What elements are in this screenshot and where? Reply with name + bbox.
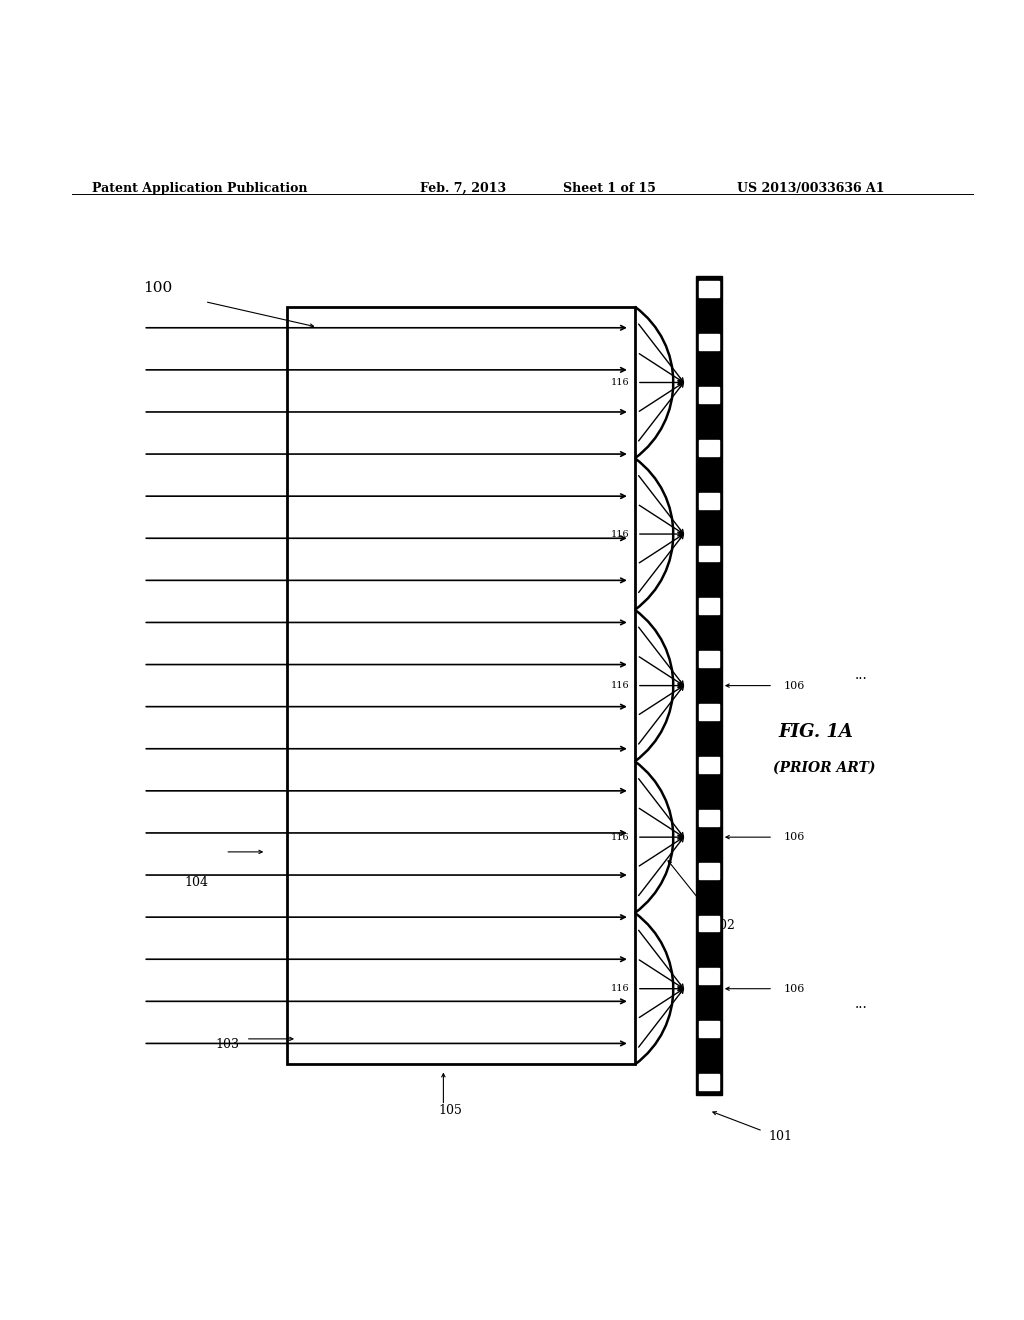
Bar xyxy=(699,281,719,297)
Text: 106: 106 xyxy=(783,681,805,690)
Text: 106: 106 xyxy=(783,832,805,842)
Text: 116: 116 xyxy=(611,833,630,842)
Text: US 2013/0033636 A1: US 2013/0033636 A1 xyxy=(737,182,885,195)
Bar xyxy=(699,809,719,825)
Text: Patent Application Publication: Patent Application Publication xyxy=(92,182,307,195)
Text: 102: 102 xyxy=(712,919,735,932)
Bar xyxy=(699,545,719,561)
Text: 104: 104 xyxy=(184,876,208,890)
Text: ...: ... xyxy=(855,997,867,1011)
Text: 103: 103 xyxy=(215,1038,239,1051)
Bar xyxy=(699,704,719,719)
Text: 116: 116 xyxy=(611,985,630,993)
Text: 105: 105 xyxy=(438,1104,463,1117)
Text: 106: 106 xyxy=(783,983,805,994)
Text: 116: 116 xyxy=(611,681,630,690)
Bar xyxy=(699,334,719,350)
Bar xyxy=(699,756,719,772)
Bar xyxy=(699,1022,719,1038)
Bar xyxy=(699,1074,719,1090)
Text: 116: 116 xyxy=(611,529,630,539)
Bar xyxy=(699,492,719,508)
Bar xyxy=(699,598,719,614)
Bar xyxy=(699,651,719,667)
Text: Feb. 7, 2013: Feb. 7, 2013 xyxy=(420,182,506,195)
Bar xyxy=(699,863,719,879)
Bar xyxy=(699,969,719,985)
Text: 100: 100 xyxy=(143,281,173,296)
Bar xyxy=(699,916,719,932)
Bar xyxy=(699,387,719,403)
Text: 101: 101 xyxy=(768,1130,792,1143)
Text: Sheet 1 of 15: Sheet 1 of 15 xyxy=(563,182,656,195)
Text: FIG. 1A: FIG. 1A xyxy=(778,722,853,741)
Bar xyxy=(696,276,722,1096)
Bar xyxy=(699,440,719,455)
Text: (PRIOR ART): (PRIOR ART) xyxy=(773,760,876,775)
Text: ...: ... xyxy=(855,668,867,682)
Text: 116: 116 xyxy=(611,378,630,387)
